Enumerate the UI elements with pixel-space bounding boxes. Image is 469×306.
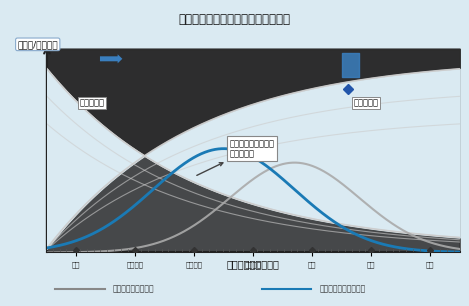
Text: プロジェクトの進歩: プロジェクトの進歩 bbox=[227, 259, 280, 269]
Text: 変更容易性: 変更容易性 bbox=[79, 98, 104, 107]
FancyArrow shape bbox=[100, 54, 122, 63]
Text: 設計業務のピークを
前倒しする: 設計業務のピークを 前倒しする bbox=[197, 139, 275, 175]
Text: コスト/リソース: コスト/リソース bbox=[17, 40, 58, 49]
Text: 従来の設計プロセス: 従来の設計プロセス bbox=[113, 285, 155, 294]
Text: 理想的な設計プロセス: 理想的な設計プロセス bbox=[319, 285, 365, 294]
Text: 変更コスト: 変更コスト bbox=[354, 98, 378, 107]
Text: フロントローディングのイメージ図: フロントローディングのイメージ図 bbox=[179, 13, 290, 26]
